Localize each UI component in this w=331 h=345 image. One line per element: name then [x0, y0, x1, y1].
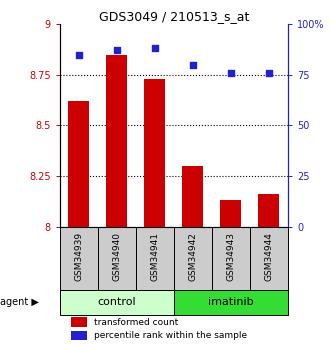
Point: [152, 46, 158, 51]
Point: [114, 48, 119, 53]
Point: [266, 70, 271, 76]
Bar: [68, 101, 89, 227]
Point: [228, 70, 234, 76]
Title: GDS3049 / 210513_s_at: GDS3049 / 210513_s_at: [99, 10, 249, 23]
Text: percentile rank within the sample: percentile rank within the sample: [94, 331, 247, 340]
Bar: [220, 200, 241, 227]
Point: [190, 62, 195, 67]
Bar: [144, 79, 165, 227]
Text: imatinib: imatinib: [208, 297, 254, 307]
Text: GSM34940: GSM34940: [112, 232, 121, 281]
Text: control: control: [97, 297, 136, 307]
Bar: [250, 227, 288, 290]
Text: GSM34941: GSM34941: [150, 232, 159, 281]
Text: GSM34942: GSM34942: [188, 232, 197, 281]
Bar: [212, 227, 250, 290]
Bar: [60, 227, 98, 290]
Text: GSM34943: GSM34943: [226, 232, 235, 281]
Bar: [174, 227, 212, 290]
Text: GSM34939: GSM34939: [74, 232, 83, 281]
Text: GSM34944: GSM34944: [264, 232, 273, 281]
Point: [76, 52, 81, 57]
Bar: [106, 55, 127, 227]
Bar: [136, 227, 174, 290]
Bar: [259, 194, 279, 227]
Bar: [182, 166, 203, 227]
Bar: [71, 317, 87, 327]
Text: transformed count: transformed count: [94, 318, 178, 327]
Text: agent ▶: agent ▶: [0, 297, 39, 307]
Bar: [174, 290, 288, 315]
Bar: [71, 331, 87, 340]
Bar: [98, 227, 136, 290]
Bar: [60, 290, 174, 315]
